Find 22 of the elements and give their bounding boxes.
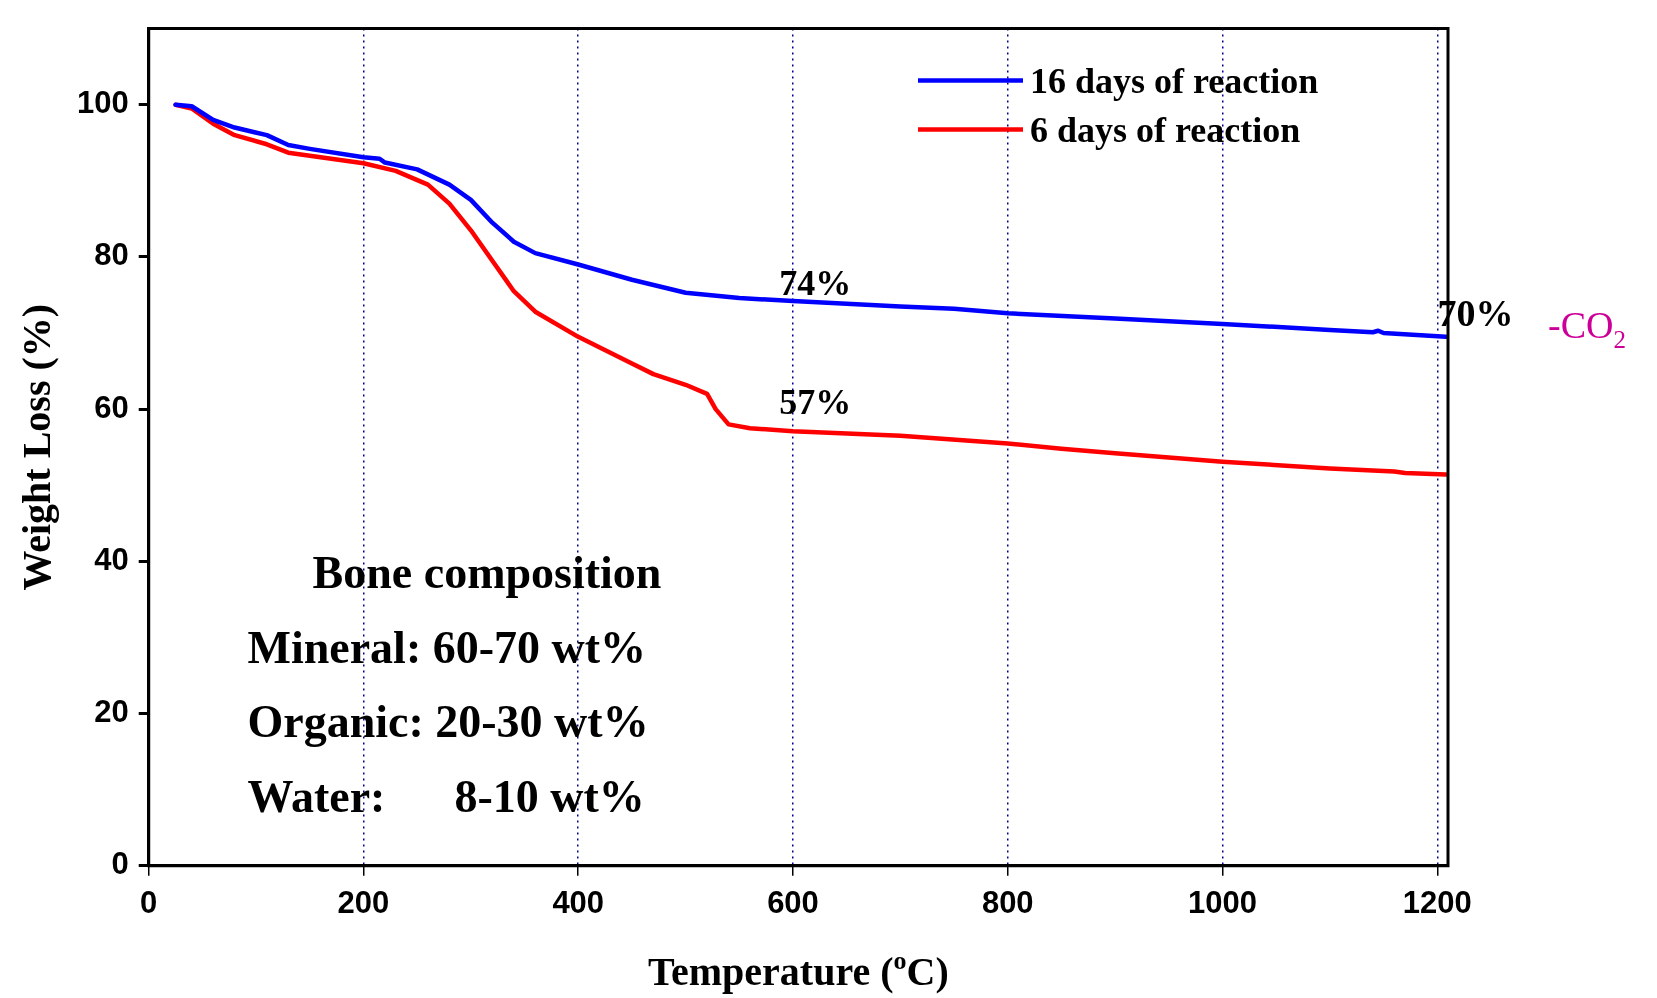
y-tick-label: 20 (94, 694, 129, 730)
legend-label: 6 days of reaction (1030, 109, 1301, 150)
x-tick-label: 0 (140, 884, 158, 920)
y-tick-label: 100 (76, 85, 129, 121)
x-tick-label: 1200 (1402, 884, 1472, 920)
y-tick-label: 40 (94, 541, 129, 577)
legend-label: 16 days of reaction (1030, 60, 1319, 101)
annotation: Water: 8-10 wt% (247, 770, 645, 822)
y-tick-label: 0 (111, 846, 129, 882)
x-tick-label: 800 (981, 884, 1034, 920)
annotation: Bone composition (312, 547, 662, 598)
x-tick-label: 200 (337, 884, 390, 920)
x-tick-label: 600 (767, 884, 819, 920)
annotation: 57% (779, 381, 852, 422)
annotation: Mineral: 60-70 wt% (247, 621, 647, 673)
annotation: Organic: 20-30 wt% (247, 696, 649, 748)
x-tick-label: 1000 (1188, 884, 1257, 920)
x-tick-label: 400 (552, 884, 605, 920)
y-tick-label: 80 (94, 237, 129, 273)
annotation: 74% (779, 262, 852, 303)
y-axis-title: Weight Loss (%) (14, 303, 59, 591)
y-tick-label: 60 (94, 389, 129, 425)
